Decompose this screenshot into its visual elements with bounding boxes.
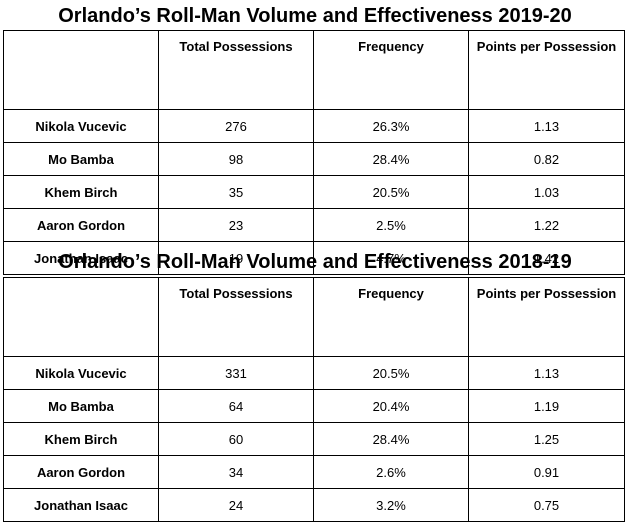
ppp-cell: 1.22 [469,209,625,242]
table-row: Nikola Vucevic 276 26.3% 1.13 [4,110,625,143]
ppp-cell: 0.82 [469,143,625,176]
header-total-possessions: Total Possessions [159,278,314,357]
frequency-cell: 28.4% [314,423,469,456]
frequency-cell: 26.3% [314,110,469,143]
header-frequency: Frequency [314,31,469,110]
player-name: Nikola Vucevic [4,357,159,390]
table-title-2018-19: Orlando’s Roll-Man Volume and Effectiven… [0,250,630,274]
roll-man-table-2019-20: Total Possessions Frequency Points per P… [3,30,625,275]
roll-man-table-2018-19: Total Possessions Frequency Points per P… [3,277,625,522]
player-name: Nikola Vucevic [4,110,159,143]
player-name: Mo Bamba [4,143,159,176]
total-possessions-cell: 60 [159,423,314,456]
player-name: Khem Birch [4,423,159,456]
total-possessions-cell: 23 [159,209,314,242]
header-row: Total Possessions Frequency Points per P… [4,278,625,357]
frequency-cell: 2.5% [314,209,469,242]
header-frequency: Frequency [314,278,469,357]
table-row: Khem Birch 60 28.4% 1.25 [4,423,625,456]
frequency-cell: 20.5% [314,176,469,209]
header-row: Total Possessions Frequency Points per P… [4,31,625,110]
ppp-cell: 1.19 [469,390,625,423]
ppp-cell: 1.13 [469,357,625,390]
ppp-cell: 1.25 [469,423,625,456]
total-possessions-cell: 276 [159,110,314,143]
frequency-cell: 20.5% [314,357,469,390]
table-row: Nikola Vucevic 331 20.5% 1.13 [4,357,625,390]
ppp-cell: 0.75 [469,489,625,522]
ppp-cell: 1.13 [469,110,625,143]
frequency-cell: 2.6% [314,456,469,489]
ppp-cell: 0.91 [469,456,625,489]
table-row: Mo Bamba 64 20.4% 1.19 [4,390,625,423]
table-row: Mo Bamba 98 28.4% 0.82 [4,143,625,176]
player-name: Aaron Gordon [4,209,159,242]
frequency-cell: 3.2% [314,489,469,522]
table-row: Aaron Gordon 23 2.5% 1.22 [4,209,625,242]
table-row: Jonathan Isaac 24 3.2% 0.75 [4,489,625,522]
player-name: Jonathan Isaac [4,489,159,522]
header-points-per-possession: Points per Possession [469,278,625,357]
player-name: Khem Birch [4,176,159,209]
total-possessions-cell: 64 [159,390,314,423]
player-name: Aaron Gordon [4,456,159,489]
ppp-cell: 1.03 [469,176,625,209]
total-possessions-cell: 331 [159,357,314,390]
table-row: Aaron Gordon 34 2.6% 0.91 [4,456,625,489]
header-total-possessions: Total Possessions [159,31,314,110]
header-corner-cell [4,31,159,110]
frequency-cell: 28.4% [314,143,469,176]
total-possessions-cell: 24 [159,489,314,522]
header-points-per-possession: Points per Possession [469,31,625,110]
total-possessions-cell: 34 [159,456,314,489]
header-corner-cell [4,278,159,357]
table-title-2019-20: Orlando’s Roll-Man Volume and Effectiven… [0,4,630,28]
player-name: Mo Bamba [4,390,159,423]
total-possessions-cell: 35 [159,176,314,209]
total-possessions-cell: 98 [159,143,314,176]
frequency-cell: 20.4% [314,390,469,423]
table-row: Khem Birch 35 20.5% 1.03 [4,176,625,209]
